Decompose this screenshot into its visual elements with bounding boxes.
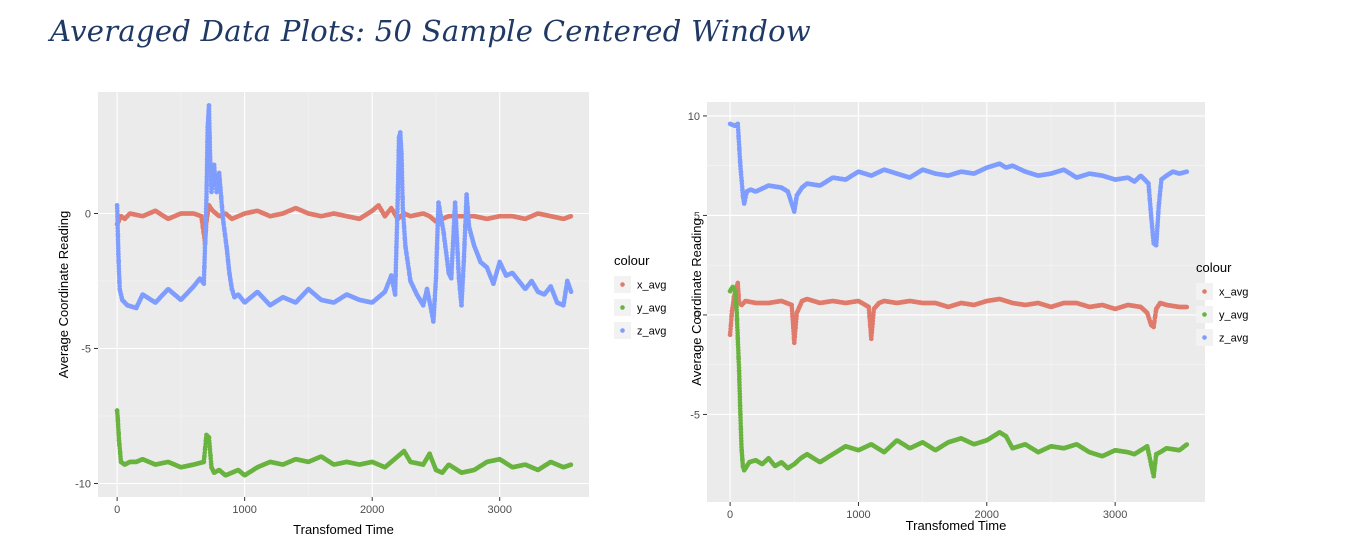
data-point bbox=[568, 214, 574, 219]
data-point bbox=[1184, 442, 1190, 447]
x-axis-title: Transfomed Time bbox=[906, 518, 1007, 533]
data-point bbox=[1010, 446, 1015, 451]
x-tick-label: 3000 bbox=[1103, 509, 1127, 521]
data-point bbox=[1184, 304, 1190, 310]
x-tick-label: 1000 bbox=[846, 509, 870, 521]
legend-swatch bbox=[1202, 289, 1207, 294]
data-point bbox=[1157, 300, 1163, 306]
data-point bbox=[1159, 177, 1164, 182]
y-tick-label: -5 bbox=[690, 409, 700, 421]
x-tick-label: 0 bbox=[727, 509, 733, 521]
data-point bbox=[382, 213, 388, 219]
page-title: Averaged Data Plots: 50 Sample Centered … bbox=[50, 14, 811, 48]
legend-title: colour bbox=[1196, 260, 1232, 275]
data-point bbox=[799, 298, 805, 304]
legend-label: x_avg bbox=[1219, 287, 1248, 299]
legend-label: z_avg bbox=[1219, 333, 1248, 345]
data-point bbox=[1184, 169, 1190, 174]
data-point bbox=[799, 185, 805, 190]
legend-swatch bbox=[1202, 335, 1207, 340]
data-point bbox=[747, 459, 752, 465]
data-point bbox=[871, 306, 877, 312]
y-axis-title: Average Coordinate Reading bbox=[689, 218, 704, 385]
y-tick-label: 10 bbox=[688, 111, 700, 123]
legend-label: y_avg bbox=[1219, 310, 1248, 322]
data-point bbox=[118, 213, 124, 219]
data-point bbox=[1153, 451, 1159, 457]
legend-swatch bbox=[1202, 312, 1207, 317]
data-point bbox=[744, 189, 750, 194]
series-y_avg bbox=[114, 408, 574, 478]
